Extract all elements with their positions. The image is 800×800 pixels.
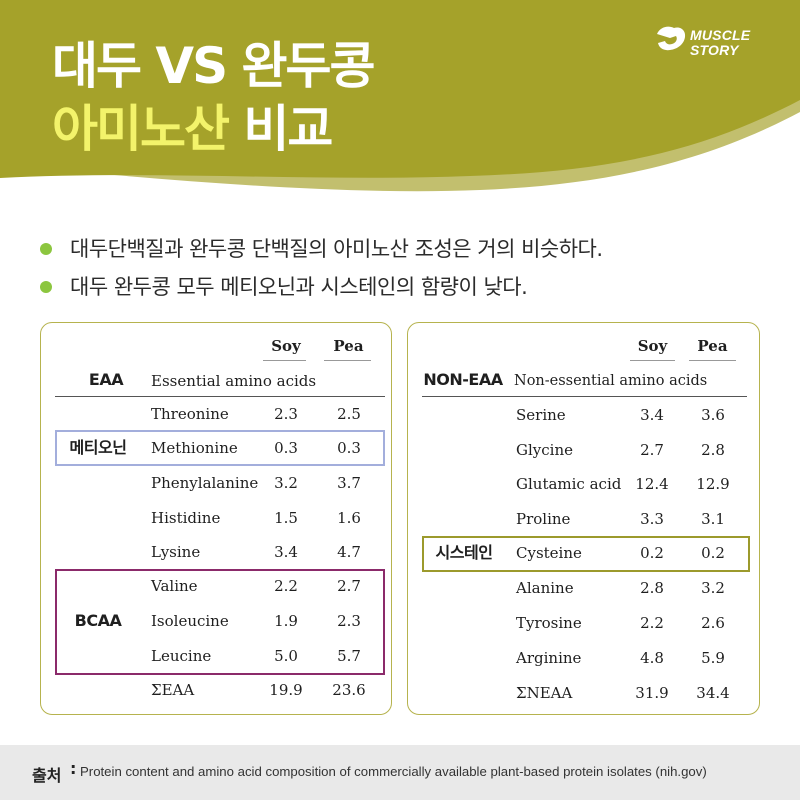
muscle-arm-icon [657, 26, 686, 51]
logo-text: MUSCLE STORY [690, 28, 750, 58]
col-header-underline [263, 360, 306, 361]
title-rest: 비교 [228, 100, 333, 158]
amino-acid-name: ΣEAA [151, 681, 195, 699]
amino-acid-name: Glycine [516, 441, 573, 459]
pea-value: 2.7 [337, 577, 361, 595]
pea-value: 3.6 [701, 406, 725, 424]
neaa-table-card: Soy Pea NON-EAA Non-essential amino acid… [407, 322, 760, 715]
pea-value: 2.5 [337, 405, 361, 423]
title-line-2: 아미노산 비교 [52, 99, 333, 159]
amino-acid-name: Proline [516, 510, 571, 528]
section-label-eaa: EAA [88, 370, 124, 389]
soy-value: 1.9 [274, 612, 298, 630]
pea-value: 2.8 [701, 441, 725, 459]
pea-value: 3.2 [701, 579, 725, 597]
pea-value: 2.6 [701, 614, 725, 632]
amino-acid-name: Valine [151, 577, 198, 595]
pea-value: 23.6 [332, 681, 366, 699]
soy-value: 3.3 [640, 510, 664, 528]
section-divider [422, 396, 747, 397]
summary-bullets: 대두단백질과 완두콩 단백질의 아미노산 조성은 거의 비슷하다. 대두 완두콩… [40, 230, 760, 306]
soy-value: 3.4 [274, 543, 298, 561]
muscle-story-logo: MUSCLE STORY [654, 24, 774, 64]
soy-value: 4.8 [640, 649, 664, 667]
amino-acid-name: Phenylalanine [151, 474, 259, 492]
soy-value: 3.2 [274, 474, 298, 492]
bullet-item: 대두 완두콩 모두 메티오닌과 시스테인의 함량이 낮다. [40, 268, 760, 306]
section-desc: Non-essential amino acids [514, 373, 708, 389]
cysteine-group-label: 시스테인 [435, 543, 493, 562]
pea-value: 2.3 [337, 612, 361, 630]
amino-acid-name: Threonine [151, 405, 229, 423]
amino-acid-name: Alanine [516, 579, 574, 597]
source-citation: Protein content and amino acid compositi… [80, 764, 707, 779]
soy-value: 2.2 [640, 614, 664, 632]
bullet-dot-icon [40, 243, 52, 255]
soy-value: 2.2 [274, 577, 298, 595]
pea-value: 3.7 [337, 474, 361, 492]
bullet-text: 대두 완두콩 모두 메티오닌과 시스테인의 함량이 낮다. [70, 275, 528, 299]
amino-acid-name: Serine [516, 406, 566, 424]
pea-value: 0.2 [701, 544, 725, 562]
eaa-table-card: Soy Pea EAA Essential amino acids Threon… [40, 322, 392, 715]
amino-acid-name: Methionine [151, 439, 238, 457]
amino-acid-name: Histidine [151, 509, 221, 527]
pea-value: 0.3 [337, 439, 361, 457]
soy-value: 5.0 [274, 647, 298, 665]
source-colon: : [70, 759, 77, 778]
soy-value: 2.8 [640, 579, 664, 597]
section-label-neaa: NON-EAA [423, 370, 503, 389]
amino-acid-name: ΣNEAA [516, 684, 573, 702]
amino-acid-name: Cysteine [516, 544, 582, 562]
title-line-1: 대두 VS 완두콩 [52, 37, 376, 95]
soy-value: 2.7 [640, 441, 664, 459]
col-header-pea: Pea [697, 337, 728, 355]
bcaa-group-label: BCAA [74, 611, 122, 630]
pea-value: 5.7 [337, 647, 361, 665]
soy-value: 1.5 [274, 509, 298, 527]
amino-acid-name: Tyrosine [516, 614, 582, 632]
source-label: 출처 [32, 766, 62, 785]
soy-value: 19.9 [269, 681, 303, 699]
col-header-underline [324, 360, 371, 361]
col-header-soy: Soy [637, 337, 668, 355]
pea-value: 4.7 [337, 543, 361, 561]
pea-value: 34.4 [696, 684, 730, 702]
amino-acid-name: Isoleucine [151, 612, 229, 630]
col-header-underline [689, 360, 736, 361]
amino-acid-name: Leucine [151, 647, 212, 665]
soy-value: 2.3 [274, 405, 298, 423]
soy-value: 12.4 [635, 475, 669, 493]
col-header-soy: Soy [271, 337, 301, 355]
methionine-highlight-box [55, 430, 385, 466]
amino-acid-name: Arginine [516, 649, 582, 667]
amino-acid-name: Lysine [151, 543, 201, 561]
soy-value: 31.9 [635, 684, 669, 702]
col-header-pea: Pea [333, 337, 364, 355]
section-desc: Essential amino acids [151, 372, 317, 390]
title-highlight: 아미노산 [52, 100, 230, 158]
pea-value: 12.9 [696, 475, 730, 493]
pea-value: 5.9 [701, 649, 725, 667]
col-header-underline [630, 360, 675, 361]
soy-value: 0.3 [274, 439, 298, 457]
source-footer: 출처 : Protein content and amino acid comp… [0, 745, 800, 800]
amino-acid-name: Glutamic acid [516, 475, 622, 493]
bullet-text: 대두단백질과 완두콩 단백질의 아미노산 조성은 거의 비슷하다. [70, 237, 603, 261]
cysteine-highlight-box [422, 536, 750, 572]
header-banner: 대두 VS 완두콩 아미노산 비교 MUSCLE STORY [0, 0, 800, 215]
bcaa-highlight-box [55, 569, 385, 675]
logo-line-1: MUSCLE [690, 27, 751, 43]
pea-value: 3.1 [701, 510, 725, 528]
soy-value: 3.4 [640, 406, 664, 424]
bullet-item: 대두단백질과 완두콩 단백질의 아미노산 조성은 거의 비슷하다. [40, 230, 760, 268]
methionine-group-label: 메티오닌 [69, 438, 127, 457]
bullet-dot-icon [40, 281, 52, 293]
section-divider [55, 396, 385, 397]
pea-value: 1.6 [337, 509, 361, 527]
soy-value: 0.2 [640, 544, 664, 562]
logo-line-2: STORY [690, 42, 739, 58]
